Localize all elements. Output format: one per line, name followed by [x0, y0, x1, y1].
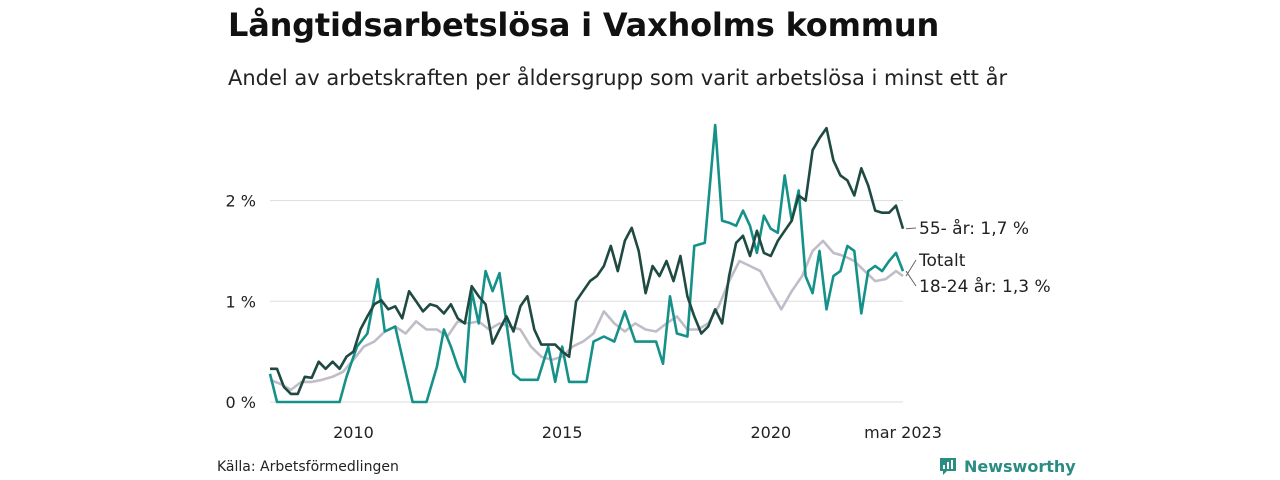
series-line-totalt [269, 239, 904, 392]
series-end-label: 55- år: 1,7 % [919, 218, 1029, 239]
y-tick-label: 1 % [226, 292, 256, 311]
source-note: Källa: Arbetsförmedlingen [217, 459, 399, 475]
series-line-18-24-r [268, 123, 905, 404]
y-tick-label: 2 % [226, 192, 256, 211]
y-tick-label: 0 % [226, 393, 256, 412]
y-axis-ticks: 0 % 1 % 2 % [226, 192, 256, 412]
series-end-labels: 55- år: 1,7 % Totalt 18-24 år: 1,3 % [905, 218, 1051, 297]
series-lines [268, 123, 905, 404]
brand-name: Newsworthy [964, 456, 1076, 476]
x-axis-ticks: 2010 2015 2020 mar 2023 [333, 423, 942, 442]
grid-lines [270, 200, 903, 403]
series-line-55-r [270, 126, 905, 396]
end-label-connector [905, 227, 917, 230]
x-tick-label: 2010 [333, 423, 374, 442]
newsworthy-logo-icon [940, 458, 956, 475]
brand-logo: Newsworthy [938, 456, 1076, 476]
end-label-connector [905, 270, 917, 287]
chart-subtitle: Andel av arbetskraften per åldersgrupp s… [228, 66, 1008, 90]
x-tick-label: mar 2023 [864, 423, 942, 442]
x-tick-label: 2015 [542, 423, 583, 442]
series-end-label: 18-24 år: 1,3 % [919, 276, 1051, 297]
chart-title: Långtidsarbetslösa i Vaxholms kommun [228, 6, 940, 44]
series-end-label: Totalt [918, 251, 966, 271]
x-tick-label: 2020 [750, 423, 791, 442]
